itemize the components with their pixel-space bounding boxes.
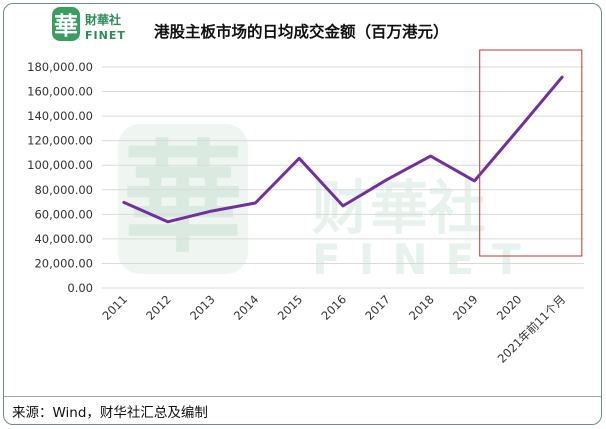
x-tick-label: 2019 <box>450 292 481 323</box>
y-tick-label: 160,000.00 <box>27 85 93 99</box>
watermark-logo-char: 華 <box>123 130 243 269</box>
y-tick-label: 140,000.00 <box>27 109 93 123</box>
x-tick-label: 2016 <box>319 292 350 323</box>
source-note: 来源：Wind，财华社汇总及编制 <box>12 405 208 421</box>
x-tick-label: 2020 <box>494 292 525 323</box>
x-tick-label: 2011 <box>99 292 130 323</box>
x-tick-label: 2014 <box>231 292 262 323</box>
svg-text:華: 華 <box>54 12 78 40</box>
chart-title: 港股主板市场的日均成交金额（百万港元） <box>154 23 449 41</box>
highlight-box <box>479 49 583 257</box>
footer-divider <box>4 396 601 397</box>
x-tick-label: 2012 <box>143 292 174 323</box>
y-tick-label: 180,000.00 <box>27 60 93 74</box>
y-tick-label: 0.00 <box>67 281 93 295</box>
watermark-name-en: FINET <box>312 235 539 284</box>
y-tick-label: 100,000.00 <box>27 158 93 172</box>
x-tick-label: 2018 <box>406 292 437 323</box>
y-tick-label: 60,000.00 <box>34 207 93 221</box>
svg-text:FINET: FINET <box>85 29 126 42</box>
y-tick-label: 20,000.00 <box>34 256 93 270</box>
finet-logo: 華 財華社 FINET <box>52 5 148 45</box>
svg-text:財華社: 財華社 <box>84 12 121 27</box>
x-tick-label: 2013 <box>187 292 218 323</box>
y-tick-label: 120,000.00 <box>27 134 93 148</box>
x-tick-label: 2015 <box>275 292 306 323</box>
watermark-logo-box <box>118 124 248 274</box>
x-tick-label: 2017 <box>362 292 393 323</box>
watermark-name-cn: 财華社 <box>312 174 486 242</box>
y-tick-label: 80,000.00 <box>34 183 93 197</box>
y-tick-label: 40,000.00 <box>34 232 93 246</box>
